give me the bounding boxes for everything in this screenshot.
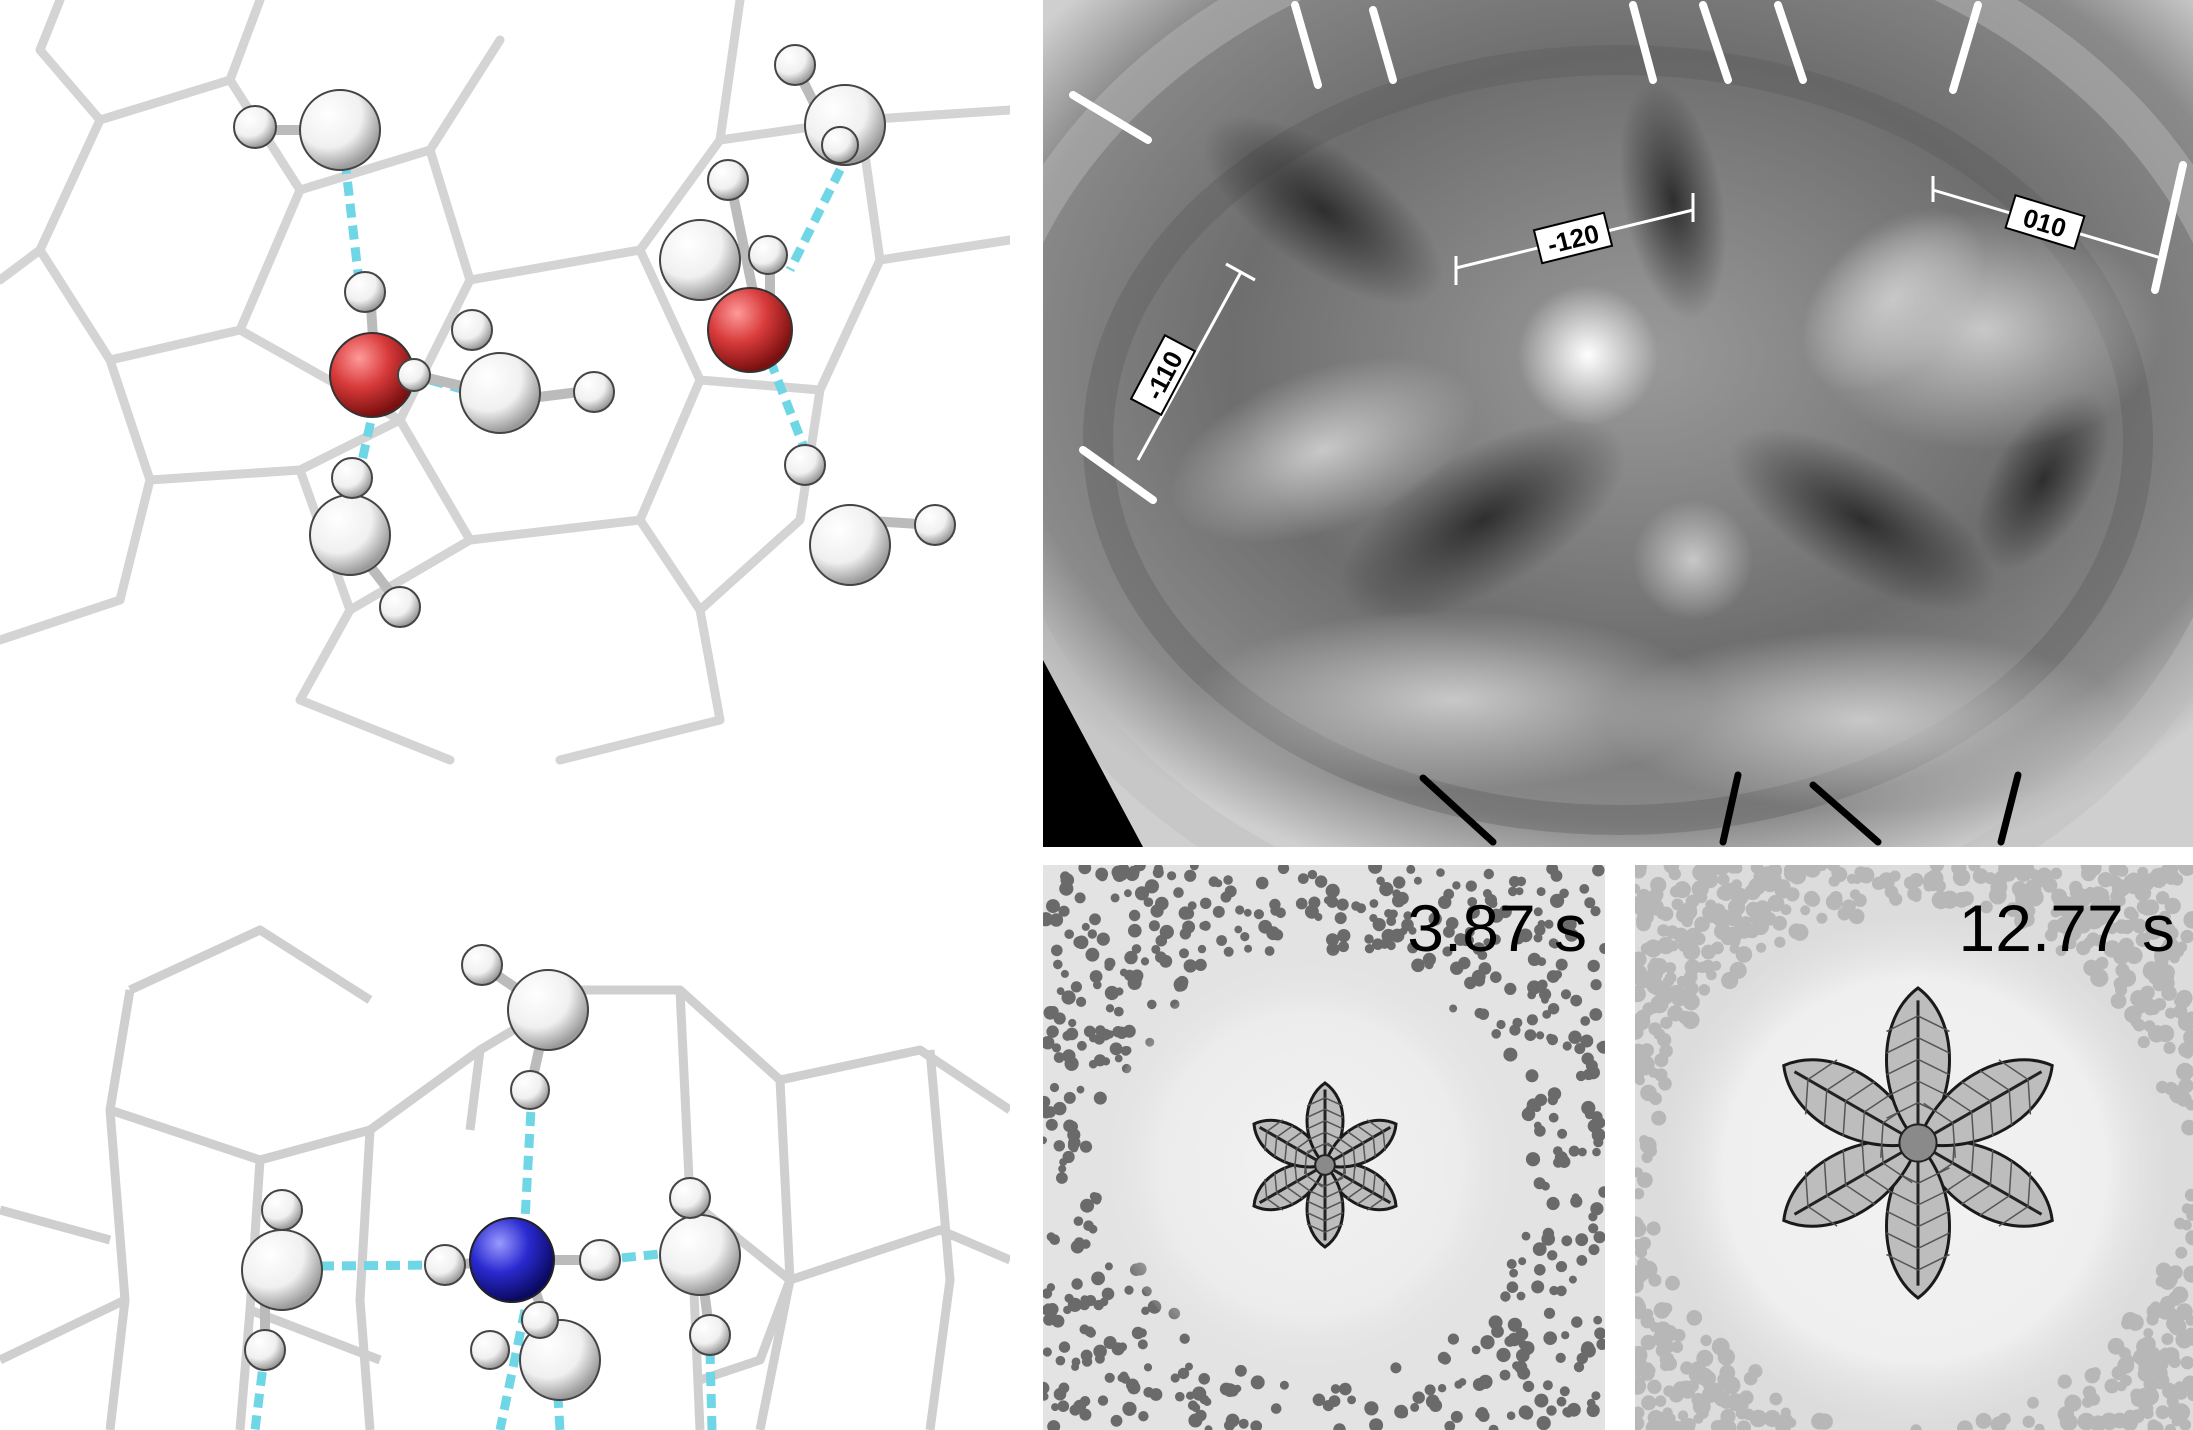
xray-topograph-panel: -120 010 -110 [1043, 0, 2193, 847]
nitrogen-atom [469, 1217, 555, 1303]
xray-topograph: -120 010 -110 [1043, 0, 2193, 847]
crystal-early-drawing [1043, 865, 1605, 1430]
molecular-model-oxygen-panel [0, 0, 1010, 800]
white-tick-marks [1069, 1, 2187, 504]
crystal-image-late: 12.77 s [1635, 865, 2193, 1430]
bright-spot [1518, 285, 1658, 425]
dark-corner [1043, 660, 1143, 847]
bonded-hydrogen [397, 358, 431, 392]
crystal-late-drawing [1635, 865, 2193, 1430]
hydrogen-atoms [241, 944, 741, 1401]
droplet-field [1043, 865, 1605, 1430]
black-tick-marks [1419, 771, 2022, 846]
hydrogen-atoms [233, 44, 956, 628]
crystal-image-early: 3.87 s [1043, 865, 1605, 1430]
timestamp-early: 3.87 s [1407, 891, 1587, 965]
molecular-model-nitrogen [0, 925, 1010, 1430]
snowflake-large [1782, 986, 2054, 1300]
lattice-framework [0, 925, 1010, 1430]
oxygen-atoms [329, 287, 793, 418]
molecular-model-oxygen [0, 0, 1010, 765]
timestamp-late: 12.77 s [1958, 891, 2176, 965]
droplet-haze [1635, 865, 2193, 1430]
snowflake-small [1252, 1081, 1398, 1249]
molecular-model-nitrogen-panel [0, 880, 1010, 1430]
inner-ring [1083, 45, 2153, 835]
